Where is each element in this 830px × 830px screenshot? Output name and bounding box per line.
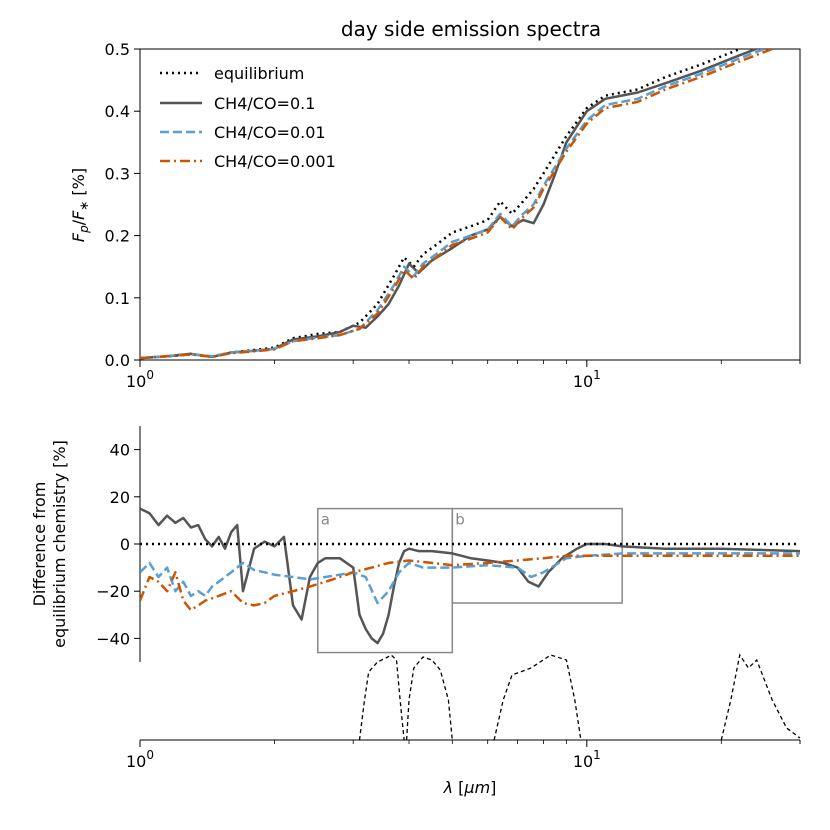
series-line-ch4-co-0-001 [140, 554, 800, 612]
y-tick-label: −20 [96, 582, 130, 601]
bottom-ticks: 100 101 −40 −20 0 20 40 [96, 441, 801, 771]
series-line-ch4-co-0-001 [140, 49, 777, 360]
y-tick-label: 0.0 [105, 351, 130, 370]
y-tick-label: 0.3 [105, 164, 130, 183]
filter-curve [405, 656, 453, 741]
top-ticks: 100 101 0.0 0.1 0.2 0.3 0.4 0.5 [105, 40, 801, 391]
filter-curve [720, 653, 801, 741]
series-line-ch4-co-0-01 [140, 49, 768, 360]
y-tick-label: 0 [120, 535, 130, 554]
x-tick-label: 101 [573, 368, 601, 391]
chart-title: day side emission spectra [341, 17, 601, 41]
y-tick-label: 0.2 [105, 227, 130, 246]
bottom-lines [140, 507, 800, 645]
filter-curve [493, 654, 582, 741]
series-line-ch4-co-0-01 [140, 552, 800, 605]
bottom-x-label: λ [μm] [443, 778, 497, 797]
bottom-y-label: Difference fromequilibrium chemistry [%] [30, 440, 69, 648]
x-tick-label: 100 [126, 368, 154, 391]
filter-curves [358, 653, 801, 741]
series-line-ch4-co-0-1 [140, 507, 800, 645]
legend: equilibrium CH4/CO=0.1 CH4/CO=0.01 CH4/C… [160, 64, 336, 171]
y-tick-label: −40 [96, 629, 130, 648]
y-tick-label: 20 [110, 488, 130, 507]
top-lines [140, 49, 777, 360]
y-tick-label: 40 [110, 441, 130, 460]
legend-label-equilibrium: equilibrium [214, 64, 304, 83]
series-line-ch4-co-0-1 [140, 49, 760, 360]
y-tick-label: 0.5 [105, 40, 130, 59]
annotation-label-b: b [455, 511, 465, 529]
filter-curve [358, 654, 405, 741]
annotation-label-a: a [321, 511, 330, 529]
x-tick-label: 101 [573, 748, 601, 771]
legend-label-ch4co-0.001: CH4/CO=0.001 [214, 152, 336, 171]
top-y-label: Fp/F∗ [%] [69, 168, 91, 242]
annotation-box-b [451, 507, 623, 604]
top-plot: 100 101 0.0 0.1 0.2 0.3 0.4 0.5 Fp/F∗ [%] equil… [69, 40, 801, 391]
top-plot-frame [139, 48, 801, 361]
x-tick-label: 100 [126, 748, 154, 771]
legend-label-ch4co-0.1: CH4/CO=0.1 [214, 94, 315, 113]
legend-label-ch4co-0.01: CH4/CO=0.01 [214, 123, 326, 142]
y-tick-label: 0.1 [105, 289, 130, 308]
y-tick-label: 0.4 [105, 102, 130, 121]
